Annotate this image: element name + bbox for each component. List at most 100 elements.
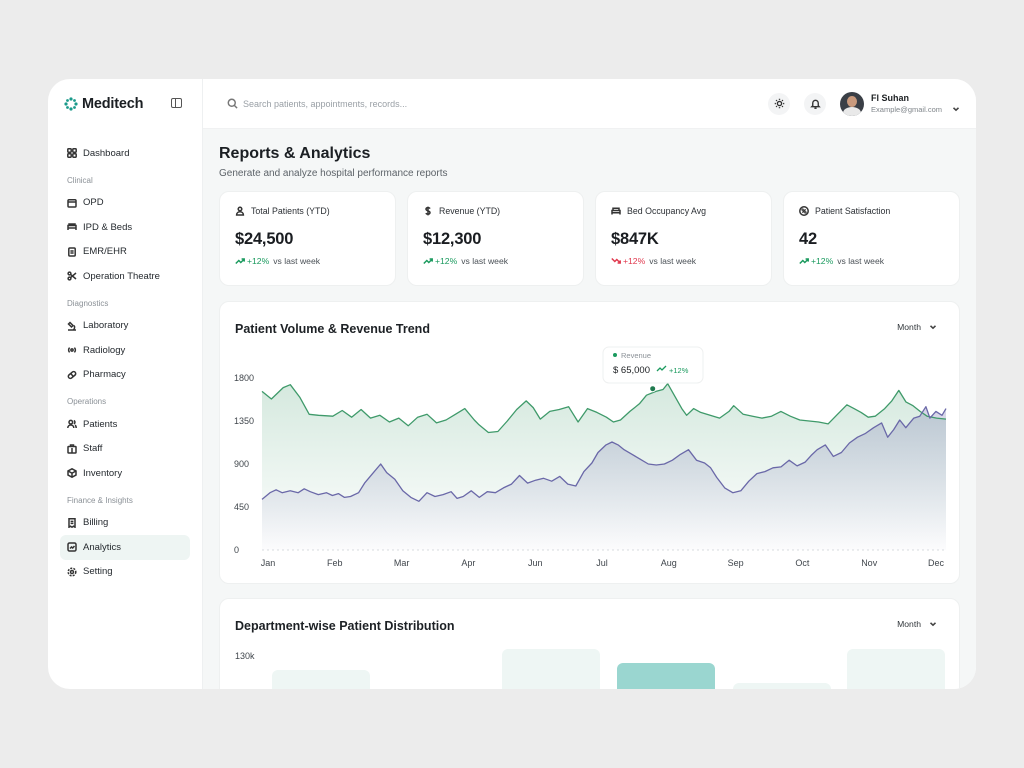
sidebar-item-setting[interactable]: Setting xyxy=(60,560,190,585)
x-tick-label: Nov xyxy=(861,558,878,568)
x-tick-label: Jun xyxy=(528,558,543,568)
user-email: Example@gmail.com xyxy=(871,105,942,114)
kpi-card-revenue[interactable]: Revenue (YTD) $12,300 +12% vs last week xyxy=(407,191,584,286)
topbar: Search patients, appointments, records..… xyxy=(203,79,976,129)
building-icon xyxy=(67,444,77,454)
series-line-revenue[interactable] xyxy=(261,383,947,434)
nav-section-diagnostics: Diagnostics xyxy=(67,298,109,308)
highlight-point[interactable] xyxy=(649,385,657,393)
search-input[interactable]: Search patients, appointments, records..… xyxy=(219,90,499,118)
bar[interactable] xyxy=(272,670,370,689)
kpi-change: +12% xyxy=(611,256,645,266)
sidebar-item-opd[interactable]: OPD xyxy=(60,191,190,216)
sidebar-item-label: OPD xyxy=(83,197,104,209)
sidebar-item-label: EMR/EHR xyxy=(83,246,127,258)
distribution-chart[interactable]: 130k xyxy=(220,599,960,689)
users-icon xyxy=(235,206,245,216)
sidebar-item-staff[interactable]: Staff xyxy=(60,437,190,462)
kpi-card-total-patients[interactable]: Total Patients (YTD) $24,500 +12% vs last… xyxy=(219,191,396,286)
avatar[interactable] xyxy=(840,91,865,116)
sidebar-item-emr[interactable]: EMR/EHR xyxy=(60,240,190,265)
sidebar-item-pharmacy[interactable]: Pharmacy xyxy=(60,363,190,388)
meditech-logo-icon xyxy=(64,97,78,111)
chevron-down-icon xyxy=(929,622,937,627)
trend-down-icon xyxy=(611,257,621,264)
theme-toggle-button[interactable] xyxy=(768,92,791,115)
receipt-icon xyxy=(67,517,77,528)
notifications-button[interactable] xyxy=(804,92,827,115)
brand[interactable]: Meditech xyxy=(60,79,190,129)
y-tick-label: 900 xyxy=(234,459,249,469)
sidebar-item-label: Billing xyxy=(83,517,109,529)
y-tick-label: 450 xyxy=(234,502,249,512)
x-tick-label: Feb xyxy=(327,558,343,568)
x-tick-label: Dec xyxy=(928,558,945,568)
percent-icon xyxy=(799,206,809,216)
kpi-card-patient-satisfaction[interactable]: Patient Satisfaction 42 +12% vs last week xyxy=(783,191,960,286)
chart-tooltip: Revenue $ 65,000 +12% xyxy=(602,346,704,384)
sidebar-item-label: Laboratory xyxy=(83,320,129,332)
kpi-change-value: +12% xyxy=(435,256,458,266)
search-icon xyxy=(227,98,238,109)
sidebar-item-inventory[interactable]: Inventory xyxy=(60,461,190,486)
sidebar: Meditech Dashboard Clinical OPD IPD & Be… xyxy=(48,79,203,689)
sidebar-nav: Dashboard Clinical OPD IPD & Beds EMR/EH… xyxy=(60,141,190,584)
y-tick-label: 1350 xyxy=(234,416,254,426)
kpi-change: +12% xyxy=(799,256,833,266)
kpi-change-value: +12% xyxy=(811,256,834,266)
sidebar-item-analytics[interactable]: Analytics xyxy=(60,535,190,560)
kpi-value: $24,500 xyxy=(235,230,294,248)
sidebar-item-label: IPD & Beds xyxy=(83,221,133,233)
content: Reports & Analytics Generate and analyze… xyxy=(203,145,976,286)
kpi-suffix: vs last week xyxy=(837,256,885,266)
kpi-card-bed-occupancy[interactable]: Bed Occupancy Avg $847K +12% vs last week xyxy=(595,191,772,286)
x-tick-label: Mar xyxy=(394,558,410,568)
sidebar-collapse-icon[interactable] xyxy=(171,98,182,108)
distribution-period-dropdown[interactable]: Month xyxy=(897,619,937,629)
sidebar-item-label: Analytics xyxy=(83,541,122,553)
trend-period-dropdown[interactable]: Month xyxy=(897,322,937,332)
sidebar-item-radiology[interactable]: Radiology xyxy=(60,338,190,363)
user-name: Fl Suhan xyxy=(871,93,910,103)
sidebar-item-dashboard[interactable]: Dashboard xyxy=(60,141,190,166)
trend-chart[interactable]: 0 450 900 1350 1800 Jan Feb Mar Apr Jun Jul Aug Sep O… xyxy=(220,302,960,585)
nav-section-clinical: Clinical xyxy=(67,175,93,185)
search-placeholder: Search patients, appointments, records..… xyxy=(243,98,408,109)
microscope-icon xyxy=(67,321,77,331)
x-tick-label: Oct xyxy=(795,558,810,568)
period-label: Month xyxy=(897,619,921,629)
kpi-value: $847K xyxy=(611,230,659,248)
kpi-suffix: vs last week xyxy=(273,256,321,266)
nav-section-operations: Operations xyxy=(67,397,107,406)
sidebar-item-operation-theatre[interactable]: Operation Theatre xyxy=(60,264,190,289)
kpi-row: Total Patients (YTD) $24,500 +12% vs last… xyxy=(219,191,960,286)
sidebar-item-ipd-beds[interactable]: IPD & Beds xyxy=(60,215,190,240)
gear-icon xyxy=(67,567,77,577)
kpi-label: Patient Satisfaction xyxy=(815,206,891,216)
sidebar-item-label: Operation Theatre xyxy=(83,270,160,282)
sidebar-item-laboratory[interactable]: Laboratory xyxy=(60,314,190,339)
sidebar-item-label: Staff xyxy=(83,443,103,455)
topbar-actions: Fl Suhan Example@gmail.com xyxy=(768,91,960,116)
sidebar-item-billing[interactable]: Billing xyxy=(60,511,190,536)
bar[interactable] xyxy=(733,683,831,689)
kpi-label: Revenue (YTD) xyxy=(439,206,501,216)
bar-highlight[interactable] xyxy=(617,663,715,689)
bar[interactable] xyxy=(847,649,945,689)
user-info[interactable]: Fl Suhan Example@gmail.com xyxy=(871,93,942,114)
main-area: Search patients, appointments, records..… xyxy=(203,79,976,689)
bar[interactable] xyxy=(502,649,600,689)
sidebar-item-patients[interactable]: Patients xyxy=(60,412,190,437)
chevron-down-icon[interactable] xyxy=(952,100,960,111)
chevron-down-icon xyxy=(929,325,937,330)
app-window: Meditech Dashboard Clinical OPD IPD & Be… xyxy=(48,79,976,689)
x-tick-label: Jul xyxy=(596,558,608,568)
y-tick-label: 130k xyxy=(235,651,255,661)
series-line-volume[interactable] xyxy=(261,406,947,502)
users-icon xyxy=(67,419,77,429)
chart-icon xyxy=(67,542,77,552)
y-tick-label: 1800 xyxy=(234,373,254,383)
kpi-suffix: vs last week xyxy=(649,256,697,266)
x-tick-label: Jan xyxy=(261,558,276,568)
brand-name: Meditech xyxy=(82,96,144,112)
